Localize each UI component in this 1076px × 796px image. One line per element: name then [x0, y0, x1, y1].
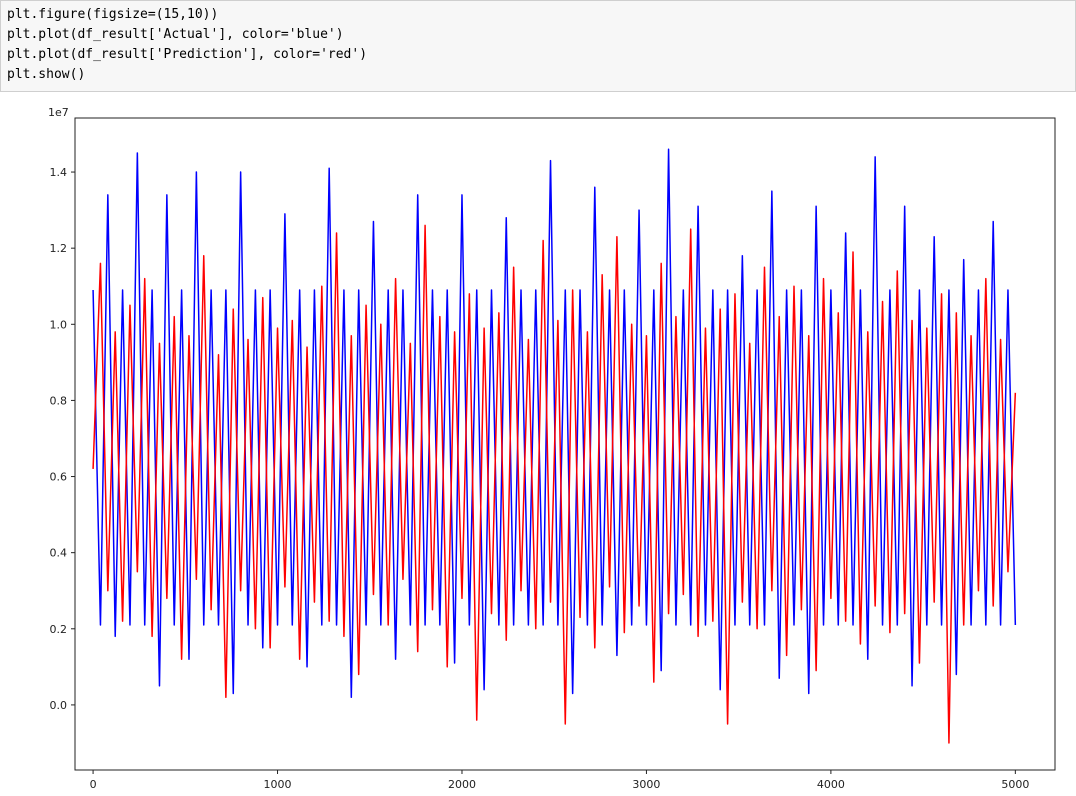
plot-frame: [74, 117, 1056, 771]
x-tick-label: 3000: [632, 778, 660, 791]
offset-label: 1e7: [48, 106, 69, 119]
x-tick-label: 4000: [817, 778, 845, 791]
code-line: plt.plot(df_result['Prediction'], color=…: [7, 47, 368, 62]
code-line: plt.figure(figsize=(15,10)): [7, 7, 219, 22]
y-tick-label: 0.6: [50, 471, 68, 484]
y-tick-label: 0.4: [50, 547, 68, 560]
x-tick-label: 5000: [1001, 778, 1029, 791]
y-tick-label: 0.2: [50, 623, 68, 636]
code-editor[interactable]: plt.figure(figsize=(15,10)) plt.plot(df_r…: [1, 1, 1075, 85]
code-line: plt.plot(df_result['Actual'], color='blu…: [7, 27, 344, 42]
data-line: [92, 148, 1017, 699]
code-line: plt.show(): [7, 67, 86, 82]
chart: 1e7 0.0 0.2 0.4 0.6 0.8 1.0 1.2 1.4 0 1000 2000 300…: [48, 106, 1056, 791]
x-tick-label: 1000: [264, 778, 292, 791]
y-tick-label: 0.0: [50, 699, 68, 712]
x-tick-label: 2000: [448, 778, 476, 791]
data-line: [92, 224, 1017, 744]
y-tick-label: 1.2: [50, 242, 68, 255]
y-tick-label: 1.0: [50, 318, 68, 331]
x-tick-label: 0: [90, 778, 97, 791]
y-tick-label: 1.4: [50, 166, 68, 179]
y-tick-label: 0.8: [50, 394, 68, 407]
code-cell[interactable]: plt.figure(figsize=(15,10)) plt.plot(df_r…: [0, 0, 1076, 92]
